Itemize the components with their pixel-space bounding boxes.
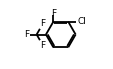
Text: F: F (40, 41, 45, 50)
Text: F: F (40, 19, 45, 28)
Text: Cl: Cl (77, 17, 86, 26)
Text: F: F (50, 9, 55, 18)
Text: F: F (24, 30, 29, 39)
